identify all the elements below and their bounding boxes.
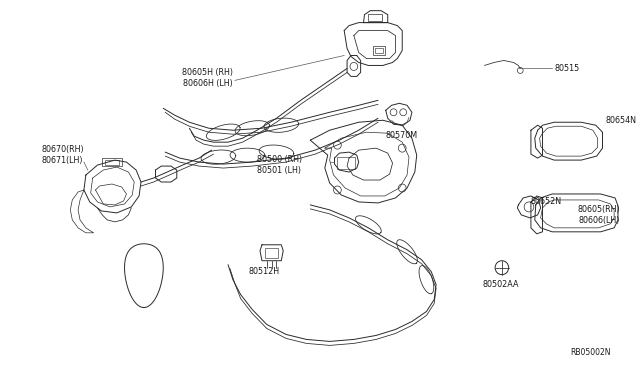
Bar: [105, 160, 119, 165]
Text: 80652N: 80652N: [531, 198, 562, 206]
Text: 80512H: 80512H: [248, 267, 280, 276]
Text: 80654N: 80654N: [605, 116, 636, 125]
Bar: [265, 248, 278, 258]
Bar: [369, 14, 382, 20]
Text: 80515: 80515: [554, 64, 579, 73]
Text: 80500 (RH)
80501 (LH): 80500 (RH) 80501 (LH): [257, 155, 302, 175]
Text: 80570M: 80570M: [386, 131, 418, 140]
Bar: [337, 157, 355, 169]
Text: RB05002N: RB05002N: [570, 348, 611, 357]
Text: 80670(RH)
80671(LH): 80670(RH) 80671(LH): [42, 145, 84, 165]
Bar: [375, 48, 383, 54]
Text: 80502AA: 80502AA: [483, 280, 519, 289]
Text: 80605(RH)
80606(LH): 80605(RH) 80606(LH): [577, 205, 620, 225]
Text: 80605H (RH)
80606H (LH): 80605H (RH) 80606H (LH): [182, 68, 233, 89]
Bar: [373, 45, 385, 55]
Bar: [102, 158, 122, 166]
